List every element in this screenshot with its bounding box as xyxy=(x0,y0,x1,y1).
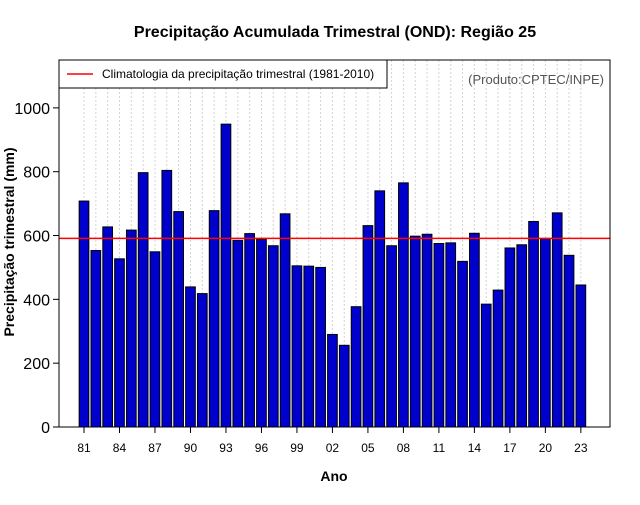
bar-02 xyxy=(327,333,338,428)
bar-11 xyxy=(433,243,445,428)
bar-95 xyxy=(244,233,255,428)
bar-04 xyxy=(350,306,362,428)
bar-15 xyxy=(480,303,492,428)
y-tick-label: 600 xyxy=(23,229,50,246)
bar-87 xyxy=(149,251,161,428)
bar-22 xyxy=(563,254,575,428)
x-tick-label: 17 xyxy=(503,441,517,455)
y-tick-label: 0 xyxy=(41,420,50,437)
x-tick-label: 02 xyxy=(326,441,340,455)
bar-10 xyxy=(421,233,433,428)
y-tick-label: 800 xyxy=(23,165,50,182)
bar-07 xyxy=(386,245,397,428)
bar-86 xyxy=(137,172,149,428)
bar-21 xyxy=(551,212,563,428)
bar-99 xyxy=(291,265,303,428)
bar-81 xyxy=(78,200,90,428)
x-tick-label: 05 xyxy=(361,441,375,455)
bar-20 xyxy=(540,238,551,428)
bar-09 xyxy=(409,235,421,428)
bar-91 xyxy=(196,293,208,428)
bar-23 xyxy=(575,284,587,428)
bar-14 xyxy=(469,232,480,428)
legend-label: Climatologia da precipitação trimestral … xyxy=(102,67,374,81)
x-tick-label: 08 xyxy=(397,441,411,455)
bar-13 xyxy=(457,260,468,428)
bar-88 xyxy=(161,169,173,428)
bar-89 xyxy=(173,211,184,428)
x-tick-label: 23 xyxy=(574,441,588,455)
bar-82 xyxy=(90,250,102,428)
bars xyxy=(78,123,587,428)
bar-84 xyxy=(114,258,125,428)
bar-19 xyxy=(528,220,539,428)
bar-08 xyxy=(398,182,409,428)
x-tick-label: 20 xyxy=(539,441,553,455)
x-tick-label: 99 xyxy=(290,441,304,455)
x-axis-label: Ano xyxy=(320,468,347,484)
bar-97 xyxy=(267,245,279,428)
legend-box xyxy=(58,59,388,89)
bar-00 xyxy=(303,265,315,428)
x-tick-label: 96 xyxy=(255,441,269,455)
bar-85 xyxy=(125,229,137,428)
x-axis: 81 84 87 90 93 96 99 02 05 08 11 14 17 20 23 xyxy=(77,427,588,455)
bar-83 xyxy=(102,226,114,428)
x-tick-label: 14 xyxy=(468,441,482,455)
bar-05 xyxy=(362,225,374,428)
x-tick-label: 87 xyxy=(148,441,162,455)
y-tick-label: 1000 xyxy=(14,101,50,118)
y-axis: 0 200 400 600 800 1000 xyxy=(14,101,59,437)
x-tick-label: 93 xyxy=(219,441,233,455)
chart-title: Precipitação Acumulada Trimestral (OND):… xyxy=(134,24,536,41)
bar-12 xyxy=(445,242,457,428)
x-tick-label: 81 xyxy=(77,441,91,455)
bar-94 xyxy=(232,239,244,428)
bar-93 xyxy=(220,123,232,428)
bar-98 xyxy=(279,213,291,428)
x-tick-label: 11 xyxy=(433,441,446,455)
y-tick-label: 400 xyxy=(23,292,50,309)
legend: Climatologia da precipitação trimestral … xyxy=(58,59,388,89)
source-note: (Produto:CPTEC/INPE) xyxy=(468,72,604,87)
bar-96 xyxy=(256,238,267,428)
x-tick-label: 84 xyxy=(113,441,127,455)
x-tick-label: 90 xyxy=(184,441,198,455)
bar-03 xyxy=(338,344,350,428)
bar-18 xyxy=(516,244,528,428)
bar-90 xyxy=(185,286,196,428)
y-tick-label: 200 xyxy=(23,356,50,373)
bar-17 xyxy=(504,247,516,428)
bar-16 xyxy=(492,289,504,428)
y-axis-label: Precipitação trimestral (mm) xyxy=(1,147,17,336)
bar-01 xyxy=(315,266,326,428)
bar-92 xyxy=(208,210,220,428)
bar-06 xyxy=(374,190,386,428)
